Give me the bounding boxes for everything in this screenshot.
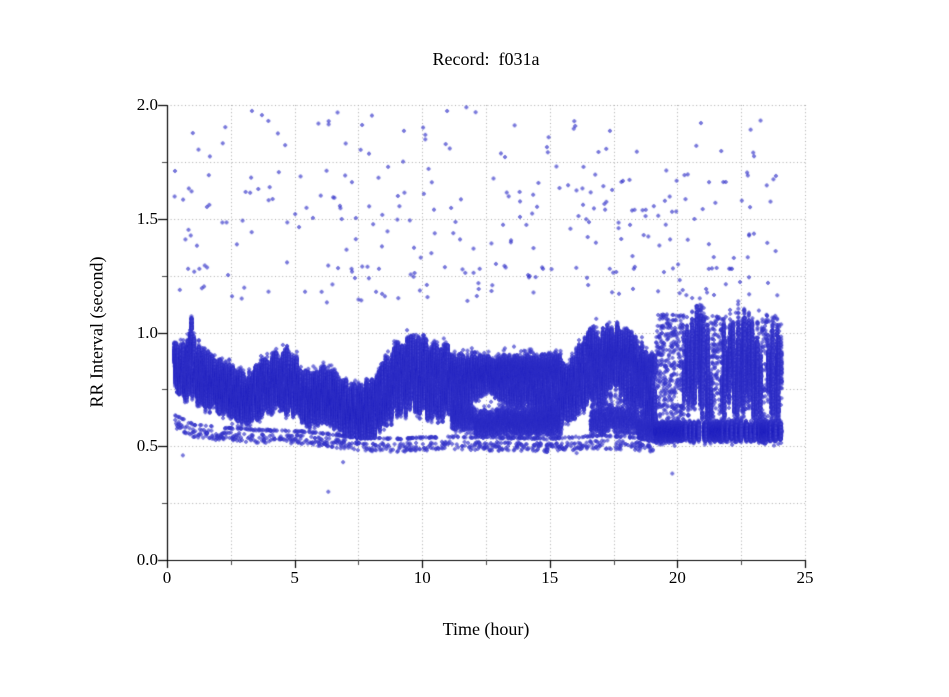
y-tick-label: 2.0	[136, 95, 158, 114]
x-tick-label: 25	[796, 568, 814, 587]
x-tick-label: 5	[290, 568, 299, 587]
y-tick-label: 1.0	[136, 322, 158, 342]
chart-title: Record: f031a	[432, 49, 540, 69]
x-tick-label: 20	[668, 568, 686, 587]
x-axis-title: Time (hour)	[442, 619, 530, 639]
y-tick-label: 1.5	[136, 208, 158, 228]
x-tick-label: 15	[541, 568, 559, 587]
x-tick-label: 10	[413, 568, 431, 587]
x-tick-label: 0	[162, 568, 172, 587]
y-tick-label: 0.5	[136, 436, 158, 456]
y-tick-label: 0.0	[136, 550, 158, 569]
